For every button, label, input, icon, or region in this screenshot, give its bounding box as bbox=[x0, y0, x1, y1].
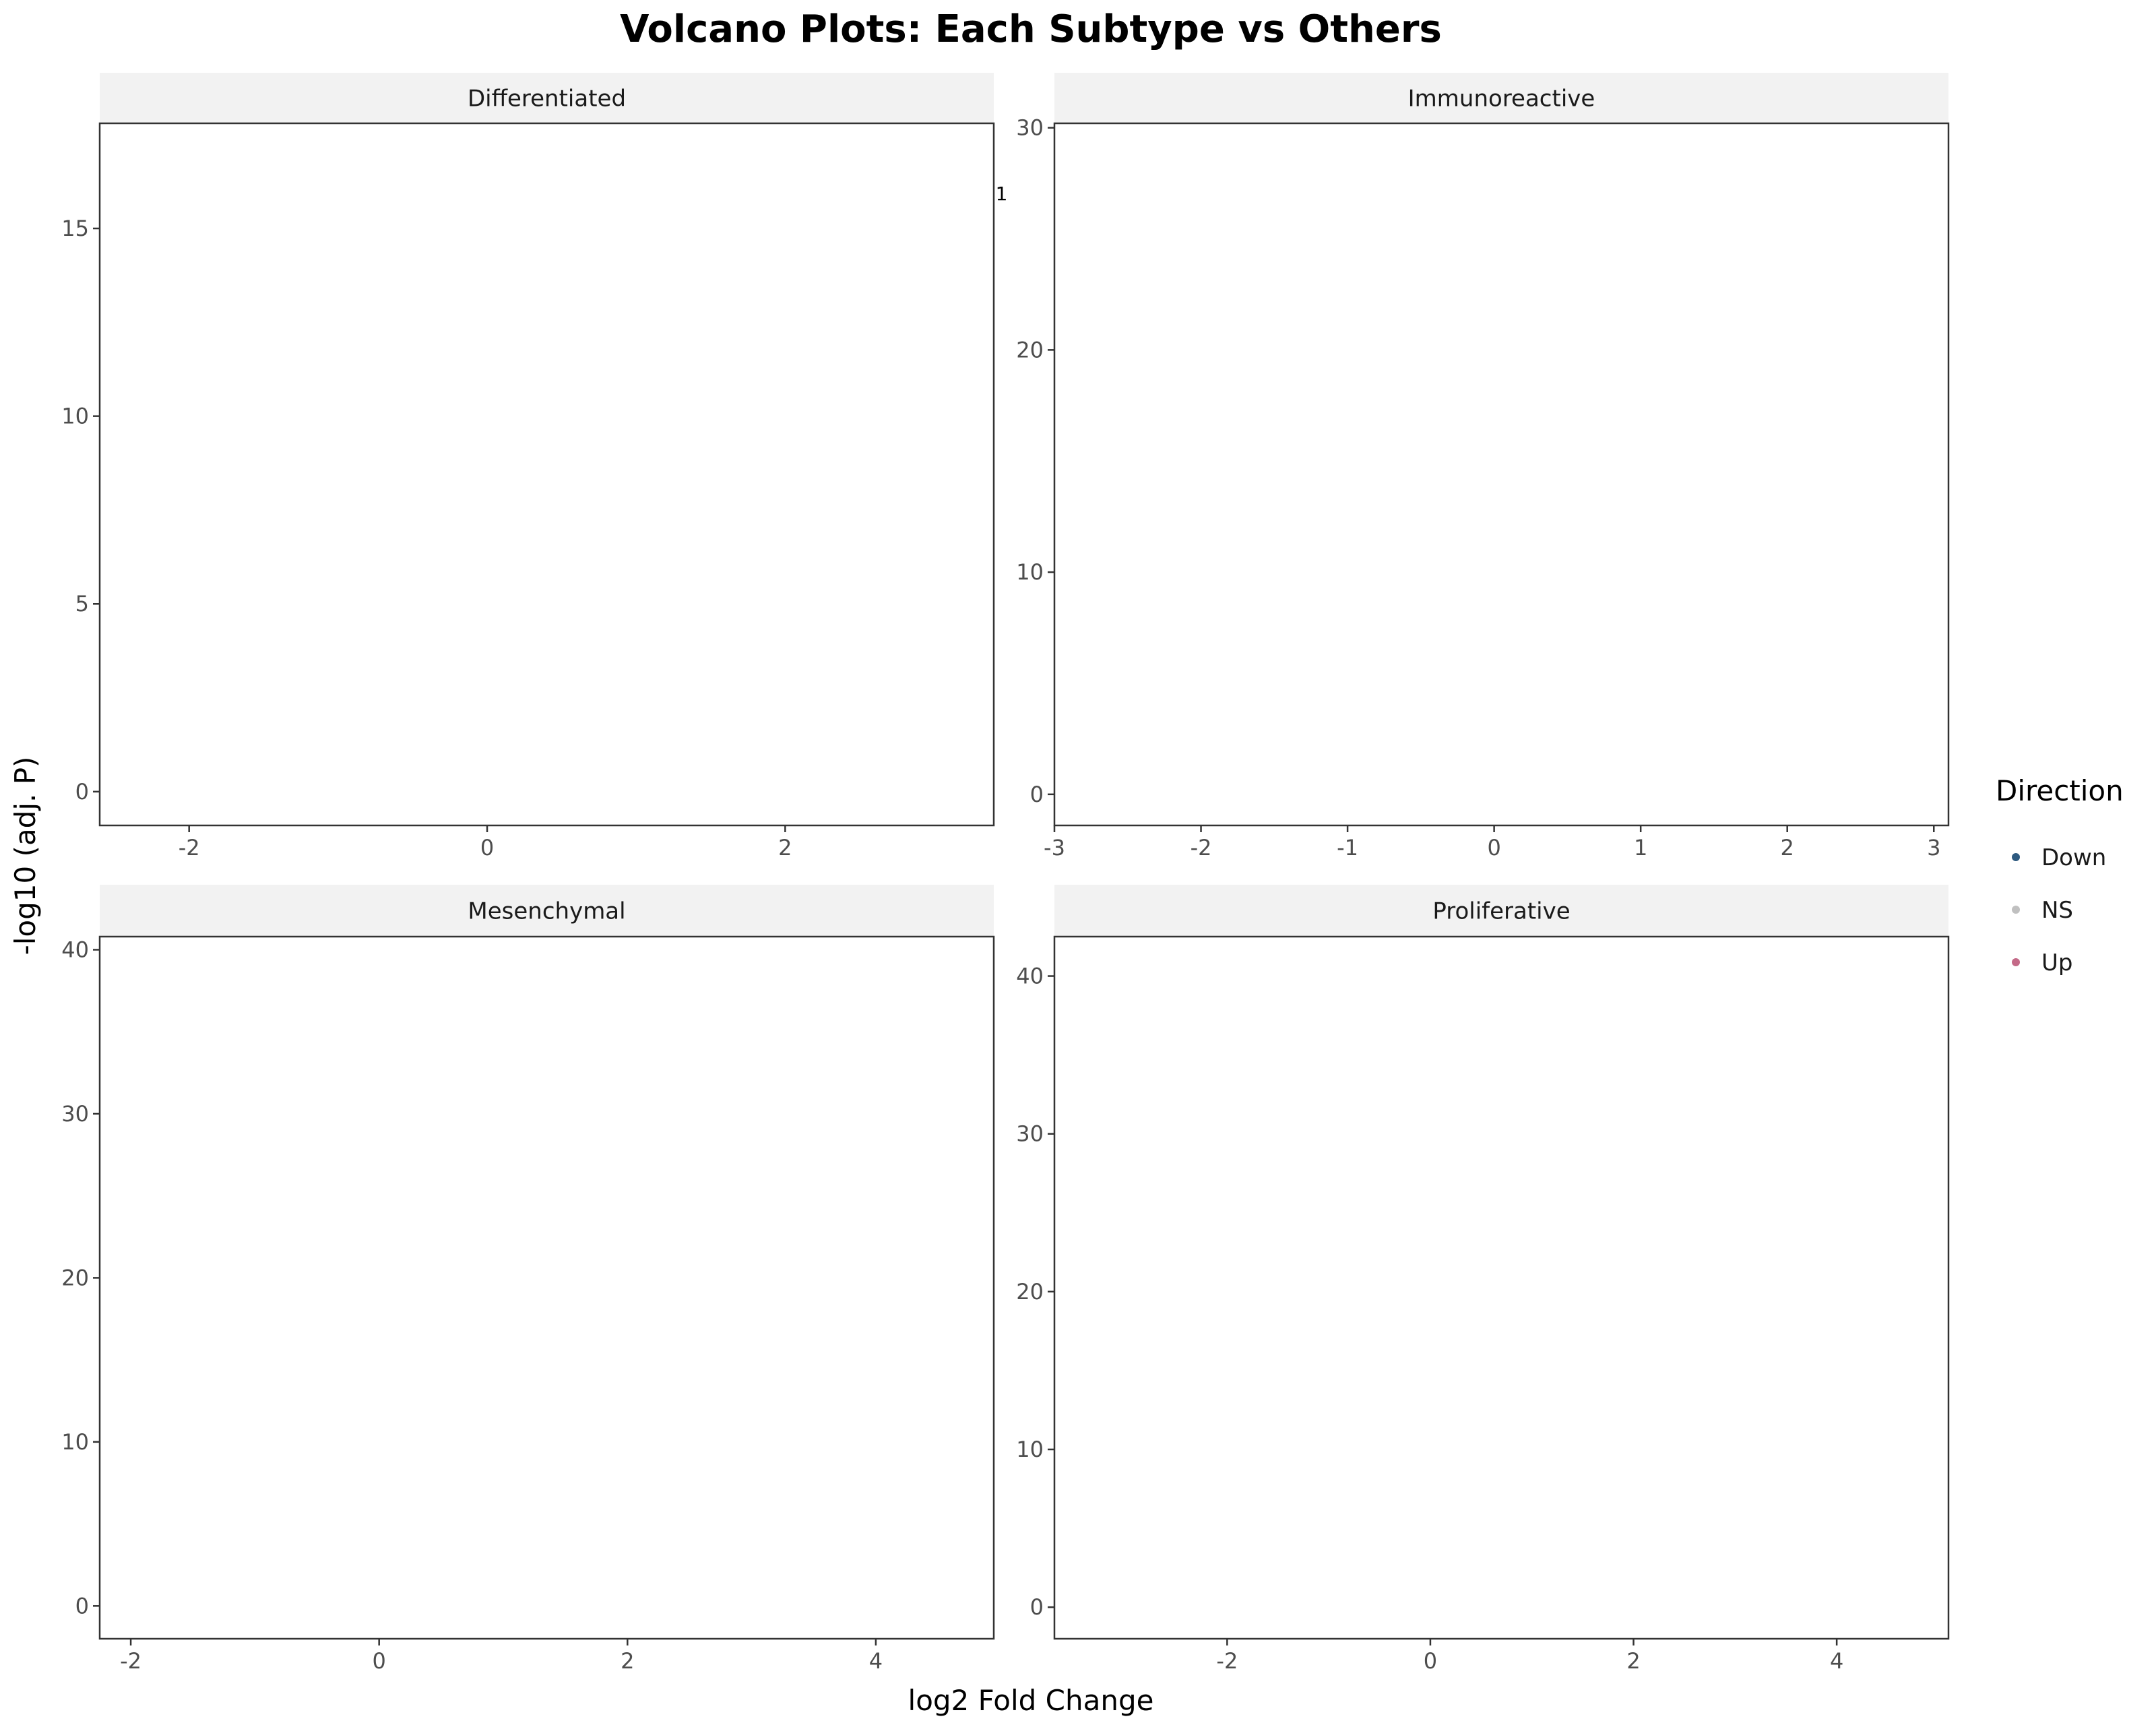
y-tick-label: 5 bbox=[75, 591, 89, 617]
facet-strip bbox=[100, 73, 994, 123]
facet-panel-differentiated: DifferentiatedUCHL1SFRS13BTMEFF1MCART6PR… bbox=[61, 73, 1007, 860]
x-tick-label: 0 bbox=[480, 835, 494, 860]
y-tick-label: 0 bbox=[75, 779, 89, 805]
figure-title: Volcano Plots: Each Subtype vs Others bbox=[620, 7, 1442, 51]
facet-strip bbox=[1054, 73, 1948, 123]
y-tick-label: 10 bbox=[61, 404, 89, 429]
facet-panel-immunoreactive: ImmunoreactiveLRP4TCF7L1COL4A6BSNSLIT3AI… bbox=[1016, 73, 1950, 860]
x-tick-label: -2 bbox=[179, 835, 200, 860]
facet-panels: DifferentiatedUCHL1SFRS13BTMEFF1MCART6PR… bbox=[61, 73, 1950, 1674]
y-tick-label: 15 bbox=[61, 216, 89, 241]
panel-border bbox=[98, 122, 995, 827]
facet-strip-label: Immunoreactive bbox=[1408, 86, 1595, 113]
facet-strip-label: Differentiated bbox=[468, 86, 626, 113]
x-tick-label: 2 bbox=[778, 835, 792, 860]
